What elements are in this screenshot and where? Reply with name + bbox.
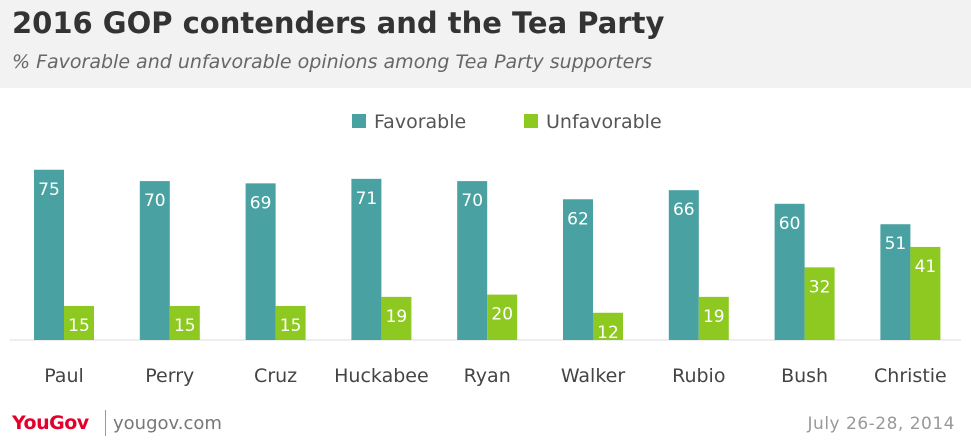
bar-rubio-unfavorable (698, 296, 729, 340)
data-label-ryan-unfavorable: 20 (491, 305, 513, 325)
data-label-perry-favorable: 70 (144, 191, 166, 211)
data-label-rubio-favorable: 66 (673, 200, 695, 220)
yougov-logo: YouGov (12, 412, 89, 434)
legend-label-unfavorable: Unfavorable (546, 111, 662, 133)
category-label-walker: Walker (561, 365, 626, 387)
category-label-christie: Christie (874, 365, 947, 387)
bar-ryan-unfavorable (487, 294, 518, 340)
data-label-perry-unfavorable: 15 (174, 316, 196, 336)
category-label-paul: Paul (44, 365, 84, 387)
bar-perry-favorable (139, 181, 170, 340)
data-label-walker-unfavorable: 12 (597, 323, 619, 343)
bar-ryan-favorable (457, 181, 488, 340)
category-label-bush: Bush (781, 365, 828, 387)
data-label-christie-favorable: 51 (885, 234, 907, 254)
bar-rubio-favorable (668, 190, 699, 340)
data-label-bush-unfavorable: 32 (809, 277, 831, 297)
bar-christie-favorable (880, 224, 911, 340)
bar-christie-unfavorable (910, 246, 941, 340)
data-label-huckabee-unfavorable: 19 (386, 307, 408, 327)
bar-walker-unfavorable (593, 312, 623, 340)
bar-paul-unfavorable (64, 305, 94, 340)
bar-perry-unfavorable (169, 305, 200, 340)
bar-cruz-unfavorable (275, 305, 306, 340)
data-label-christie-unfavorable: 41 (915, 257, 937, 277)
category-label-perry: Perry (145, 365, 194, 387)
chart-subtitle: % Favorable and unfavorable opinions amo… (12, 51, 653, 73)
bar-cruz-favorable (245, 183, 276, 340)
category-label-ryan: Ryan (464, 365, 511, 387)
category-label-cruz: Cruz (254, 365, 297, 387)
data-label-cruz-unfavorable: 15 (280, 316, 302, 336)
legend-swatch-unfavorable (524, 114, 538, 128)
footer-site-link[interactable]: yougov.com (113, 413, 222, 434)
bar-chart: Favorable Unfavorable 75 15 Paul 70 15 Perry 69 1… (10, 111, 961, 387)
data-label-ryan-favorable: 70 (461, 191, 483, 211)
data-label-paul-favorable: 75 (38, 180, 60, 200)
bar-bush-favorable (774, 203, 805, 340)
data-label-paul-unfavorable: 15 (68, 316, 90, 336)
data-label-walker-favorable: 62 (567, 209, 589, 229)
chart-title: 2016 GOP contenders and the Tea Party (12, 6, 665, 40)
legend-label-favorable: Favorable (374, 111, 466, 133)
bar-huckabee-unfavorable (381, 296, 412, 340)
data-label-bush-favorable: 60 (779, 214, 801, 234)
category-label-huckabee: Huckabee (334, 365, 429, 387)
footer-date: July 26-28, 2014 (807, 414, 955, 434)
bar-bush-unfavorable (804, 267, 835, 340)
chart-header: 2016 GOP contenders and the Tea Party % … (0, 0, 971, 88)
data-label-rubio-unfavorable: 19 (703, 307, 725, 327)
legend-swatch-favorable (352, 114, 366, 128)
bar-huckabee-favorable (351, 178, 382, 340)
footer-divider (105, 410, 106, 436)
bar-paul-favorable (34, 169, 64, 340)
category-label-rubio: Rubio (672, 365, 725, 387)
data-label-huckabee-favorable: 71 (356, 189, 378, 209)
data-label-cruz-favorable: 69 (250, 193, 272, 213)
bar-walker-favorable (563, 199, 593, 340)
